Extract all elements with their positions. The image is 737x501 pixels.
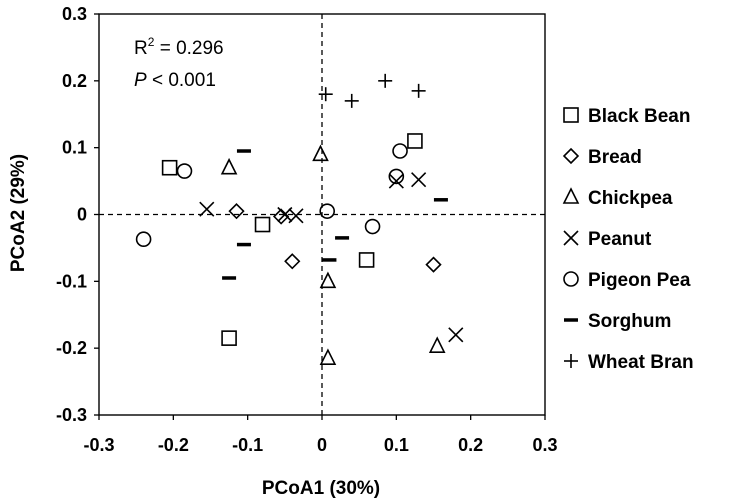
legend-label: Sorghum	[588, 311, 671, 332]
y-tick-label: -0.3	[56, 405, 87, 425]
y-axis-title: PCoA2 (29%)	[8, 154, 29, 272]
triangle-data-point	[319, 348, 337, 365]
plus-data-point	[318, 87, 333, 102]
circle-data-point	[364, 218, 381, 235]
x-axis-ticks: -0.3 -0.2 -0.1 0 0.1 0.2 0.3	[83, 415, 558, 455]
y-tick-label: -0.2	[56, 338, 87, 358]
triangle-data-point	[428, 336, 446, 353]
p-value: < 0.001	[147, 70, 216, 91]
legend-item: Peanut	[563, 229, 652, 250]
triangle-data-point	[319, 271, 337, 289]
x-tick-label: 0.3	[532, 435, 557, 455]
y-tick-label: 0.2	[62, 71, 87, 91]
x-tick-label: -0.1	[232, 435, 263, 455]
circle-data-point	[392, 143, 408, 159]
diamond-data-point	[228, 203, 245, 220]
legend-item: Chickpea	[562, 187, 673, 209]
r-squared-annotation: R2 = 0.296	[134, 35, 224, 59]
plus-data-point	[411, 83, 426, 98]
circle-data-point	[388, 168, 405, 185]
circle-data-point	[319, 203, 336, 219]
r-squared-label: R	[134, 38, 148, 59]
legend-square-marker	[563, 107, 579, 123]
legend-diamond-marker	[562, 147, 580, 165]
x-data-point	[199, 201, 215, 217]
p-value-annotation: P < 0.001	[134, 70, 216, 91]
legend-label: Bread	[588, 147, 642, 168]
p-label: P	[134, 70, 147, 91]
x-tick-label: 0.2	[458, 435, 483, 455]
x-axis-title: PCoA1 (30%)	[262, 478, 380, 499]
x-data-point	[448, 327, 464, 343]
legend-label: Pigeon Pea	[588, 270, 691, 291]
reference-lines	[99, 14, 545, 415]
legend-label: Black Bean	[588, 106, 690, 127]
legend-item: Bread	[562, 147, 642, 168]
r-squared-value: = 0.296	[154, 38, 223, 59]
square-data-point	[407, 133, 423, 149]
diamond-data-point	[284, 253, 301, 270]
y-tick-label: 0.3	[62, 4, 87, 24]
square-data-point	[254, 216, 271, 233]
y-axis-ticks: 0.3 0.2 0.1 0 -0.1 -0.2 -0.3	[56, 4, 99, 425]
x-tick-label: 0	[317, 435, 327, 455]
x-tick-label: -0.3	[83, 435, 114, 455]
circle-data-point	[135, 231, 152, 248]
legend-item: Black Bean	[563, 106, 690, 127]
circle-data-point	[176, 163, 193, 179]
square-data-point	[161, 159, 178, 176]
x-data-point	[411, 172, 427, 188]
r-squared-superscript: 2	[148, 35, 155, 49]
x-tick-label: 0.1	[384, 435, 409, 455]
plus-data-point	[344, 93, 359, 108]
legend-circle-marker	[563, 271, 579, 287]
legend-item: Pigeon Pea	[563, 270, 691, 291]
y-tick-label: 0	[77, 205, 87, 225]
legend-label: Wheat Bran	[588, 352, 694, 373]
legend-item: Wheat Bran	[564, 352, 694, 373]
diamond-data-point	[425, 256, 442, 273]
square-data-point	[221, 330, 237, 346]
x-tick-label: -0.2	[158, 435, 189, 455]
legend-item: Sorghum	[564, 311, 671, 332]
x-data-point	[288, 208, 304, 224]
y-tick-label: 0.1	[62, 138, 87, 158]
square-data-point	[358, 252, 375, 268]
legend-label: Peanut	[588, 229, 652, 250]
legend-plus-marker	[564, 354, 578, 368]
y-tick-label: -0.1	[56, 271, 87, 291]
data-points	[135, 73, 464, 365]
x-data-point	[388, 173, 404, 189]
legend-triangle-marker	[562, 187, 580, 204]
legend: Black Bean Bread Chickpea Peanut Pigeon Pea S…	[562, 106, 694, 373]
triangle-data-point	[312, 144, 329, 162]
plus-data-point	[378, 73, 393, 88]
legend-x-marker	[563, 230, 579, 246]
triangle-data-point	[220, 157, 238, 175]
legend-label: Chickpea	[588, 188, 673, 209]
